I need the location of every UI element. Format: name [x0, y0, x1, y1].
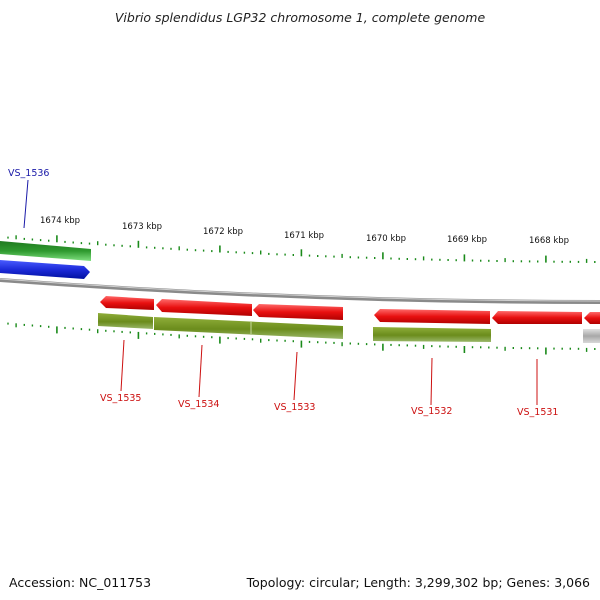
scale-label: 1669 kbp	[447, 235, 487, 245]
cds-bar-grey[interactable]	[583, 329, 600, 343]
leader-vs1534	[198, 344, 203, 398]
leader-vs1536	[23, 179, 29, 229]
gene-label-vs1533[interactable]: VS_1533	[274, 402, 315, 413]
scale-label: 1671 kbp	[284, 231, 324, 241]
gene-label-vs1536[interactable]: VS_1536	[8, 168, 49, 179]
leader-vs1532	[430, 357, 433, 406]
gene-label-vs1531[interactable]: VS_1531	[517, 407, 558, 418]
gene-label-vs1532[interactable]: VS_1532	[411, 406, 452, 417]
gene-arrow-vs1535[interactable]	[100, 296, 154, 310]
gene-arrow-partial[interactable]	[584, 312, 600, 324]
accession-text: Accession: NC_011753	[9, 575, 152, 590]
leader-vs1535	[120, 339, 125, 392]
gene-arrow-vs1532[interactable]	[374, 309, 490, 324]
reverse-gene-arrows	[100, 296, 600, 324]
reverse-cds-bars	[98, 313, 600, 343]
gene-label-vs1534[interactable]: VS_1534	[178, 399, 219, 410]
cds-bar-vs1535[interactable]	[98, 313, 153, 329]
scale-label: 1672 kbp	[203, 227, 243, 237]
cds-bar-vs1534-vs1533[interactable]	[154, 317, 343, 339]
scale-label: 1670 kbp	[366, 234, 406, 244]
gene-label-vs1535[interactable]: VS_1535	[100, 393, 141, 404]
label-leaders	[23, 179, 538, 406]
genome-summary-text: Topology: circular; Length: 3,299,302 bp…	[246, 575, 590, 590]
backbone-highlight	[0, 278, 600, 302]
cds-bar-forward[interactable]	[0, 241, 91, 261]
gene-arrow-vs1531[interactable]	[492, 311, 582, 324]
gene-arrow-vs1536[interactable]	[0, 260, 90, 279]
gene-labels: VS_1536 VS_1535 VS_1534 VS_1533 VS_1532 …	[8, 168, 558, 418]
tick-row-bottom	[7, 322, 596, 355]
backbone-line	[0, 278, 600, 304]
scale-label: 1674 kbp	[40, 216, 80, 226]
scale-labels: 1674 kbp 1673 kbp 1672 kbp 1671 kbp 1670…	[40, 216, 569, 246]
scale-label: 1673 kbp	[122, 222, 162, 232]
scale-label: 1668 kbp	[529, 236, 569, 246]
tick-row-top	[7, 235, 596, 263]
gene-arrow-vs1533[interactable]	[253, 304, 343, 320]
forward-features	[0, 241, 91, 279]
leader-vs1533	[293, 351, 298, 401]
cds-bar-vs1532[interactable]	[373, 327, 491, 342]
map-title: Vibrio splendidus LGP32 chromosome 1, co…	[114, 10, 486, 25]
gene-arrow-vs1534[interactable]	[156, 299, 252, 316]
